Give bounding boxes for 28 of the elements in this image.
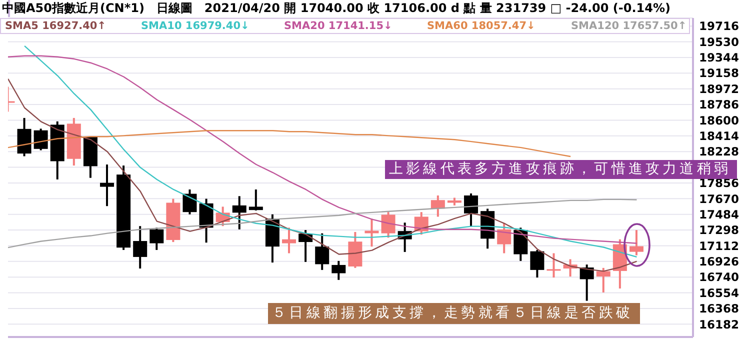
candlestick: [100, 164, 114, 206]
y-tick-label: 17112: [699, 238, 740, 253]
y-tick-label: 17670: [699, 192, 740, 206]
y-tick-label: 16554: [699, 286, 740, 300]
y-tick-label: 17298: [699, 223, 740, 238]
chart-title: 中國A50指數近月(CN*1) 日線圖 2021/04/20 開 17040.00 收 17106.00 d 點 量 231739 □ -24.00 (-0.14%): [2, 0, 671, 17]
y-tick-label: 18228: [699, 144, 740, 159]
y-tick-label: 18972: [699, 82, 740, 96]
text: SMA120 17657.50↑: [571, 19, 687, 34]
y-tick-label: 19716: [699, 19, 740, 34]
y-tick-label: 18414: [699, 129, 740, 143]
y-tick-label: 19344: [699, 50, 740, 65]
y-tick-label: 16926: [699, 254, 740, 269]
text: SMA20 17141.15↓: [284, 19, 392, 34]
y-tick-label: 16740: [699, 270, 740, 284]
annotation: ５日線翻揚形成支撐，走勢就看５日線是否跌破: [268, 303, 640, 324]
line-series: [8, 130, 572, 158]
y-tick-label: 19158: [699, 66, 740, 80]
text: SMA60 18057.47↓: [427, 19, 536, 34]
y-tick-label: 16182: [699, 317, 740, 332]
text: SMA5 16927.40↑: [5, 19, 106, 34]
y-tick-label: 16368: [699, 302, 740, 316]
text: SMA10 16979.40↓: [141, 19, 250, 34]
y-tick-label: 18786: [699, 98, 740, 112]
annotation: 上影線代表多方進攻痕跡，可惜進攻力道稍弱: [385, 160, 737, 179]
y-tick-label: 18600: [699, 113, 740, 128]
y-tick-label: 19530: [699, 34, 740, 49]
y-tick-label: 17484: [699, 207, 740, 222]
